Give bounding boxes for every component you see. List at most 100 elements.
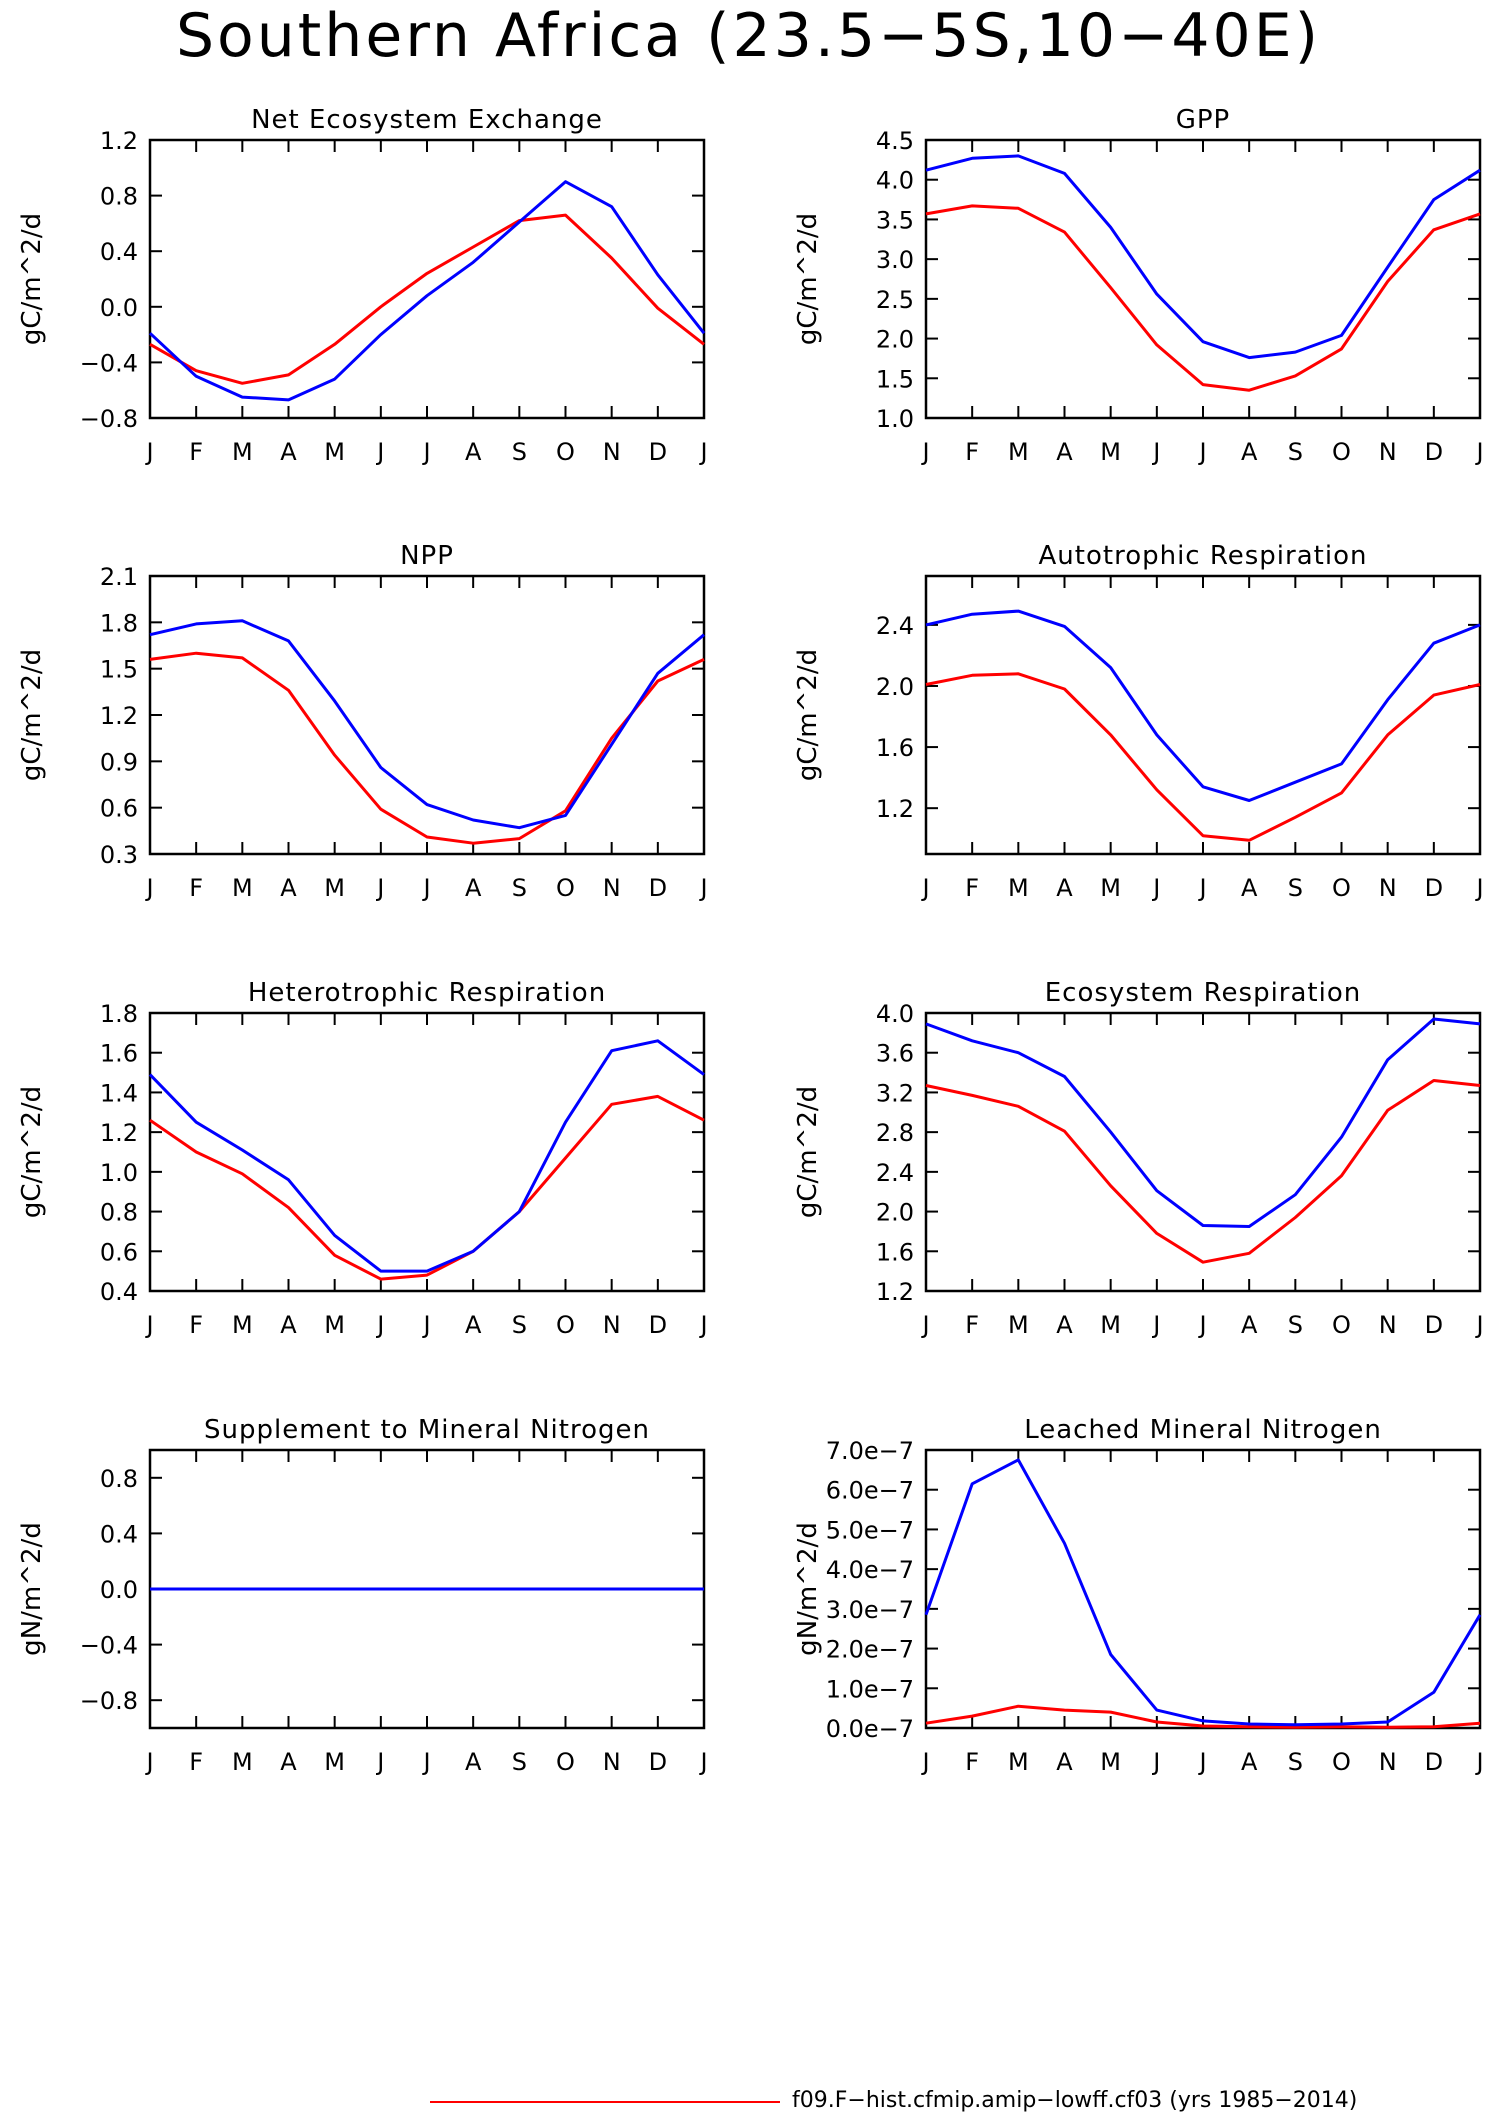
x-tick-label: S [1288, 438, 1303, 466]
x-tick-label: O [1332, 874, 1351, 902]
x-tick-label: M [1008, 1748, 1029, 1776]
x-tick-label: M [1100, 1748, 1121, 1776]
x-tick-label: S [1288, 1748, 1303, 1776]
x-tick-label: F [965, 438, 979, 466]
plot-frame [148, 138, 706, 420]
x-tick-label: A [280, 438, 297, 466]
x-tick-label: F [189, 1748, 203, 1776]
x-tick-label: J [144, 1748, 153, 1776]
x-tick-label: M [232, 438, 253, 466]
plot-frame [924, 1448, 1482, 1730]
x-tick-label: F [189, 874, 203, 902]
y-tick-label: 1.0 [100, 1159, 138, 1187]
x-tick-label: M [324, 1311, 345, 1339]
y-tick-label: 2.5 [876, 286, 914, 314]
x-tick-label: J [1151, 438, 1160, 466]
x-tick-label: J [144, 438, 153, 466]
panel-title: Net Ecosystem Exchange [251, 105, 603, 135]
x-tick-label: A [280, 1748, 297, 1776]
x-tick-label: O [1332, 1311, 1351, 1339]
x-tick-label: D [649, 1748, 667, 1776]
y-tick-label: 2.8 [876, 1119, 914, 1147]
panel-title: Supplement to Mineral Nitrogen [204, 1415, 650, 1445]
x-tick-label: S [1288, 874, 1303, 902]
y-tick-label: 0.4 [100, 238, 138, 266]
y-axis-label: gC/m^2/d [793, 649, 823, 781]
x-tick-label: J [698, 438, 707, 466]
x-tick-label: N [603, 438, 621, 466]
y-tick-label: −0.8 [80, 405, 138, 433]
series-line-red [149, 213, 705, 385]
x-tick-label: A [1056, 1311, 1073, 1339]
y-tick-label: 1.2 [100, 1119, 138, 1147]
y-tick-label: 1.2 [876, 795, 914, 823]
x-tick-label: F [965, 874, 979, 902]
x-tick-label: J [375, 1311, 384, 1339]
y-tick-label: 4.0e−7 [826, 1556, 914, 1584]
plot-frame [924, 574, 1482, 856]
y-tick-label: 1.6 [100, 1040, 138, 1068]
series-line-red [149, 1094, 705, 1281]
x-tick-label: J [421, 1311, 430, 1339]
plot-frame [148, 1011, 706, 1293]
y-tick-label: 3.5 [876, 206, 914, 234]
x-tick-label: F [965, 1311, 979, 1339]
y-tick-label: 3.2 [876, 1079, 914, 1107]
series-line-red [925, 1704, 1481, 1729]
y-tick-label: 1.8 [100, 609, 138, 637]
x-tick-label: J [920, 1748, 929, 1776]
x-tick-label: J [920, 874, 929, 902]
y-tick-label: 1.2 [100, 127, 138, 155]
x-tick-label: M [1100, 1311, 1121, 1339]
x-tick-label: N [603, 1748, 621, 1776]
y-tick-label: 0.8 [100, 183, 138, 211]
y-axis-label: gC/m^2/d [17, 213, 47, 345]
series-line-red [925, 1079, 1481, 1264]
series-line-blue [924, 1458, 1482, 1727]
x-tick-label: A [1241, 1748, 1258, 1776]
y-tick-label: 1.0e−7 [826, 1675, 914, 1703]
x-tick-label: J [1474, 1748, 1483, 1776]
legend-label: f09.F−hist.cfmip.amip−lowff.cf03 (yrs 19… [792, 2088, 1358, 2113]
y-tick-label: 2.0e−7 [826, 1636, 914, 1664]
panel-title: Autotrophic Respiration [1039, 541, 1368, 571]
y-tick-label: 3.6 [876, 1040, 914, 1068]
x-tick-label: A [280, 1311, 297, 1339]
y-axis-label: gC/m^2/d [17, 1086, 47, 1218]
x-tick-label: M [1100, 874, 1121, 902]
x-tick-label: A [465, 438, 482, 466]
y-tick-label: 0.8 [100, 1465, 138, 1493]
x-tick-label: D [1425, 874, 1443, 902]
x-tick-label: S [512, 1311, 527, 1339]
x-tick-label: J [421, 874, 430, 902]
x-tick-label: J [375, 874, 384, 902]
x-tick-label: J [698, 1748, 707, 1776]
x-tick-label: S [512, 438, 527, 466]
x-tick-label: M [1008, 874, 1029, 902]
y-tick-label: 1.6 [876, 734, 914, 762]
y-axis-label: gN/m^2/d [793, 1522, 823, 1656]
x-tick-label: D [1425, 1748, 1443, 1776]
x-tick-label: M [232, 1311, 253, 1339]
page-title: Southern Africa (23.5−5S,10−40E) [175, 1, 1322, 71]
series-line-blue [925, 154, 1481, 360]
x-tick-label: J [920, 438, 929, 466]
y-tick-label: 2.0 [876, 673, 914, 701]
x-tick-label: O [556, 438, 575, 466]
x-tick-label: J [421, 1748, 430, 1776]
y-tick-label: 1.6 [876, 1238, 914, 1266]
x-tick-label: A [1241, 1311, 1258, 1339]
x-tick-label: A [280, 874, 297, 902]
plot-frame [148, 574, 706, 856]
x-tick-label: S [512, 874, 527, 902]
y-axis-label: gC/m^2/d [17, 649, 47, 781]
x-tick-label: F [189, 438, 203, 466]
series-line-blue [148, 180, 706, 402]
x-tick-label: J [698, 874, 707, 902]
y-tick-label: 2.4 [876, 612, 914, 640]
x-tick-label: O [556, 1311, 575, 1339]
series-line-blue [148, 1039, 705, 1273]
